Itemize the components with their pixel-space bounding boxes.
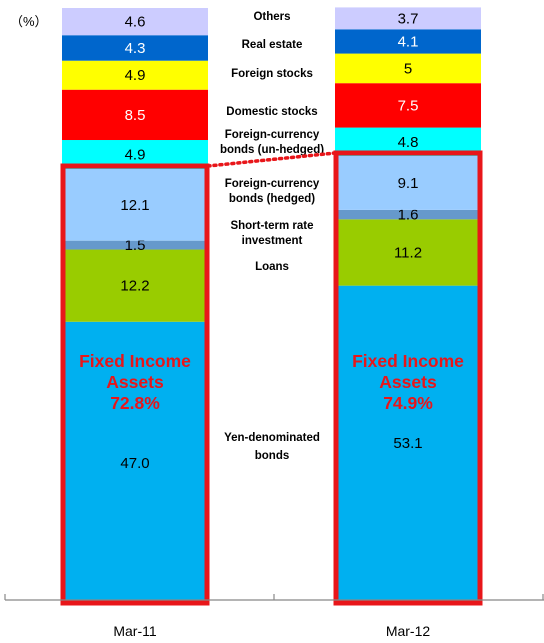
bar-segment bbox=[62, 240, 208, 250]
data-label: 1.5 bbox=[125, 237, 146, 254]
series-label: Loans bbox=[255, 261, 289, 273]
data-label: 11.2 bbox=[394, 245, 422, 262]
bar-segment bbox=[335, 29, 481, 54]
data-label: 7.5 bbox=[398, 97, 419, 114]
x-tick-label: Mar-11 bbox=[113, 623, 157, 639]
bar-segment bbox=[62, 35, 208, 61]
data-label: 8.5 bbox=[125, 107, 146, 124]
data-label: 9.1 bbox=[398, 175, 419, 192]
bars-group: 12.2 1.5 12.1 4.9 8.5 4.9 4.3 4.6 11.2 1.6 9.1 4.8 7… bbox=[62, 7, 481, 600]
bar-segment bbox=[335, 219, 481, 286]
series-label: Foreign-currency bbox=[225, 178, 320, 190]
data-label: 47.0 bbox=[120, 455, 149, 472]
x-tick-label: Mar-12 bbox=[386, 623, 431, 639]
fixed-income-label: Assets bbox=[106, 372, 164, 392]
bar-segment bbox=[62, 89, 208, 141]
data-label: 4.9 bbox=[125, 147, 146, 164]
bar-segment bbox=[62, 60, 208, 90]
series-label: Short-term rate bbox=[230, 220, 313, 232]
data-label: 4.1 bbox=[398, 33, 419, 50]
data-label: 4.3 bbox=[125, 40, 146, 57]
series-label: Domestic stocks bbox=[226, 106, 317, 118]
series-label: bonds (hedged) bbox=[229, 193, 315, 205]
data-label: 4.6 bbox=[125, 14, 146, 31]
bar-segment bbox=[335, 156, 481, 210]
series-label: Yen-denominated bbox=[224, 432, 320, 444]
series-labels: Yen-denominated bonds Loans Short-term rate… bbox=[206, 11, 337, 462]
data-label: 53.1 bbox=[393, 435, 422, 452]
fixed-income-label: Fixed Income bbox=[79, 351, 191, 371]
bar-segment bbox=[335, 83, 481, 128]
bar-segment bbox=[62, 169, 208, 241]
series-label: Foreign-currency bbox=[225, 129, 320, 141]
data-label: 12.1 bbox=[120, 197, 149, 214]
bar-segment bbox=[335, 53, 481, 84]
data-label: 4.8 bbox=[398, 134, 419, 151]
bar-segment bbox=[62, 8, 208, 36]
series-label: investment bbox=[242, 235, 303, 247]
data-label: 1.6 bbox=[398, 207, 419, 224]
data-label: 5 bbox=[404, 60, 412, 77]
fixed-income-label: 74.9% bbox=[383, 393, 433, 413]
fixed-income-label: 72.8% bbox=[110, 393, 160, 413]
series-label: Foreign stocks bbox=[231, 68, 313, 80]
bar-segment bbox=[335, 209, 481, 220]
series-label: bonds (un-hedged) bbox=[220, 144, 324, 156]
fixed-income-label: Fixed Income bbox=[352, 351, 464, 371]
bar-segment bbox=[62, 321, 208, 600]
unit-label: （%） bbox=[10, 14, 48, 29]
fixed-income-label: Assets bbox=[379, 372, 437, 392]
bar-segment bbox=[62, 249, 208, 322]
data-label: 4.9 bbox=[125, 67, 146, 84]
data-label: 3.7 bbox=[398, 10, 419, 27]
connector-dotted-line bbox=[206, 151, 337, 168]
bar-segment bbox=[335, 285, 481, 600]
fixed-income-box bbox=[60, 163, 210, 606]
fixed-income-box bbox=[333, 150, 483, 606]
series-label: Real estate bbox=[242, 39, 303, 51]
data-label: 12.2 bbox=[120, 278, 149, 295]
category-labels: Mar-11 Mar-12 bbox=[113, 623, 430, 639]
bar-segment bbox=[335, 7, 481, 30]
series-label: bonds bbox=[255, 450, 290, 462]
series-label: Others bbox=[253, 11, 290, 23]
